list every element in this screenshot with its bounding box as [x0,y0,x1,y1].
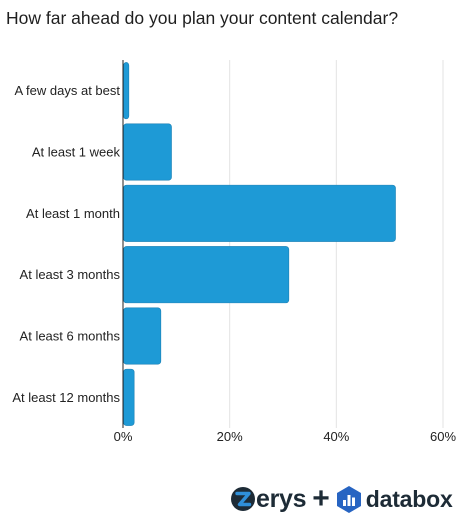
bar [123,62,130,120]
category-label: At least 3 months [20,267,121,282]
category-label: At least 1 month [26,206,120,221]
x-tick-label: 60% [430,429,456,444]
chart-title: How far ahead do you plan your content c… [6,8,399,28]
category-label: A few days at best [14,83,120,98]
databox-hexagon-logo-icon [336,485,361,513]
databox-wordmark: databox [365,485,453,512]
bars [123,62,396,426]
plus-sign: + [312,482,330,515]
category-labels: A few days at best At least 1 week At leas… [12,83,120,405]
category-label: At least 12 months [12,390,120,405]
bar [123,307,162,365]
bar [123,368,135,426]
category-label: At least 6 months [20,329,121,344]
bar-chart: A few days at best At least 1 week At leas… [12,60,457,444]
zerys-wordmark: erys [256,484,307,513]
gridlines [229,60,444,428]
x-tick-label: 20% [217,429,243,444]
x-tick-label: 0% [114,429,133,444]
x-tick-label: 40% [323,429,349,444]
x-tick-labels: 0% 20% 40% 60% [114,429,457,444]
category-label: At least 1 week [32,145,121,160]
bar [123,123,172,181]
zerys-z-logo-icon [231,487,255,511]
bar [123,184,396,242]
brand-logos: erys + databox [230,482,453,516]
bar [123,246,290,304]
